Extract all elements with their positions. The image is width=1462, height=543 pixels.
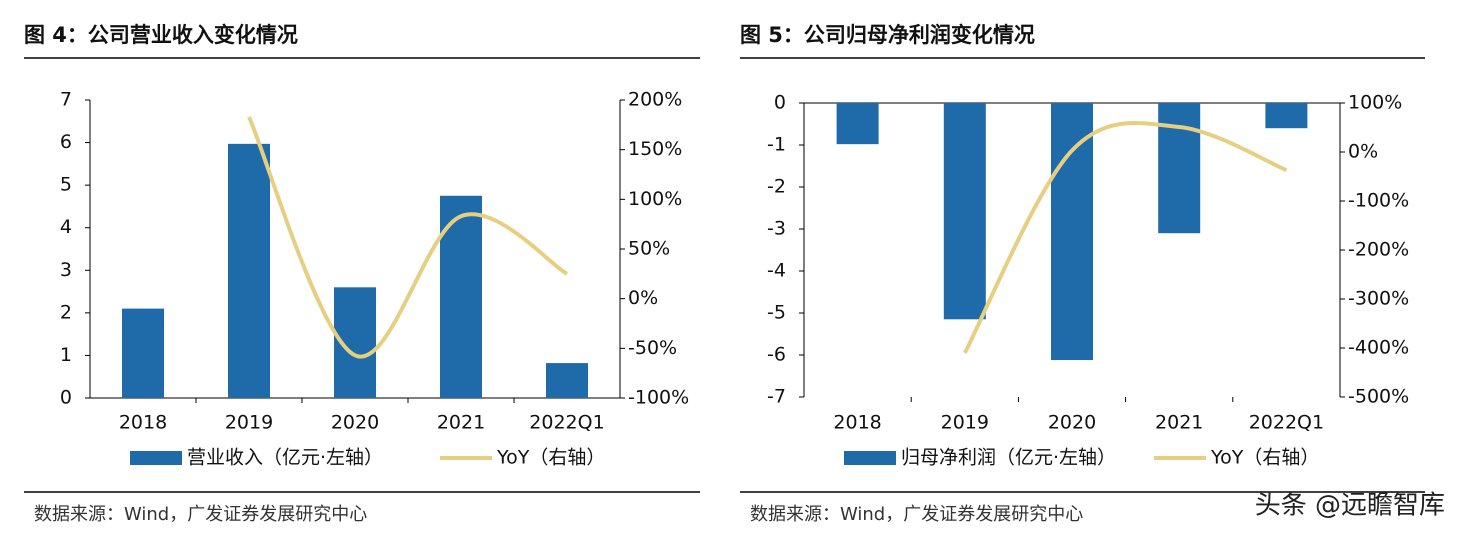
legend-swatch (844, 451, 896, 465)
legend-label: 营业收入（亿元·左轴） (187, 447, 383, 469)
y-tick-label: -6 (767, 344, 786, 366)
y2-tick-label: 100% (1348, 92, 1402, 114)
bar (1158, 103, 1201, 234)
y-tick-label: -3 (767, 218, 786, 240)
y2-tick-label: -500% (1348, 386, 1409, 408)
x-tick-label: 2018 (119, 412, 167, 434)
source: 数据来源：Wind，广发证券发展研究中心 (750, 504, 1083, 525)
y2-tick-label: 150% (628, 138, 682, 160)
y-tick-label: 2 (60, 301, 72, 323)
legend-label: 归母净利润（亿元·左轴） (901, 447, 1116, 469)
y-tick-label: -1 (767, 134, 786, 156)
y-tick-label: 0 (774, 92, 786, 114)
bar (836, 103, 879, 145)
x-tick-label: 2018 (833, 412, 881, 434)
bar (546, 363, 588, 398)
legend-label: YoY（右轴） (1210, 447, 1319, 469)
y2-tick-label: 50% (628, 238, 670, 260)
y-tick-label: -7 (767, 386, 786, 408)
bar (122, 308, 164, 398)
line (247, 116, 569, 359)
y2-tick-label: -100% (1348, 190, 1409, 212)
y-tick-label: 1 (60, 344, 72, 366)
y-tick-label: 6 (60, 131, 72, 153)
y-tick-label: 4 (60, 216, 72, 238)
y-tick-label: 5 (60, 174, 72, 196)
y2-tick-label: -400% (1348, 337, 1409, 359)
y2-tick-label: -200% (1348, 239, 1409, 261)
x-tick-label: 2019 (225, 412, 273, 434)
x-tick-label: 2020 (1048, 412, 1096, 434)
x-tick-label: 2022Q1 (529, 412, 604, 434)
y-tick-label: 3 (60, 259, 72, 281)
bar (1051, 103, 1093, 361)
x-tick-label: 2022Q1 (1249, 412, 1324, 434)
y2-tick-label: 0% (628, 287, 658, 309)
bar (228, 143, 270, 398)
y2-tick-label: 200% (628, 89, 682, 111)
bar (1265, 103, 1308, 129)
chart-title: 图 4：公司营业收入变化情况 (24, 23, 298, 47)
line (963, 121, 1288, 354)
y2-tick-label: 0% (1348, 141, 1378, 163)
x-tick-label: 2020 (331, 412, 379, 434)
legend-label: YoY（右轴） (496, 447, 605, 469)
legend-swatch (130, 451, 182, 465)
watermark: 头条 @远瞻智库 (1255, 491, 1445, 521)
bar (943, 103, 986, 320)
y2-tick-label: -100% (628, 387, 689, 409)
y2-tick-label: -50% (628, 337, 677, 359)
x-tick-label: 2021 (437, 412, 485, 434)
y2-tick-label: 100% (628, 188, 682, 210)
y-tick-label: -4 (767, 260, 786, 282)
y-tick-label: -5 (767, 302, 786, 324)
y-tick-label: 0 (60, 387, 72, 409)
y-tick-label: -2 (767, 176, 786, 198)
y2-tick-label: -300% (1348, 288, 1409, 310)
x-tick-label: 2019 (941, 412, 989, 434)
source: 数据来源：Wind，广发证券发展研究中心 (34, 504, 367, 525)
x-tick-label: 2021 (1155, 412, 1203, 434)
chart-title: 图 5：公司归母净利润变化情况 (740, 23, 1035, 47)
y-tick-label: 7 (60, 89, 72, 111)
